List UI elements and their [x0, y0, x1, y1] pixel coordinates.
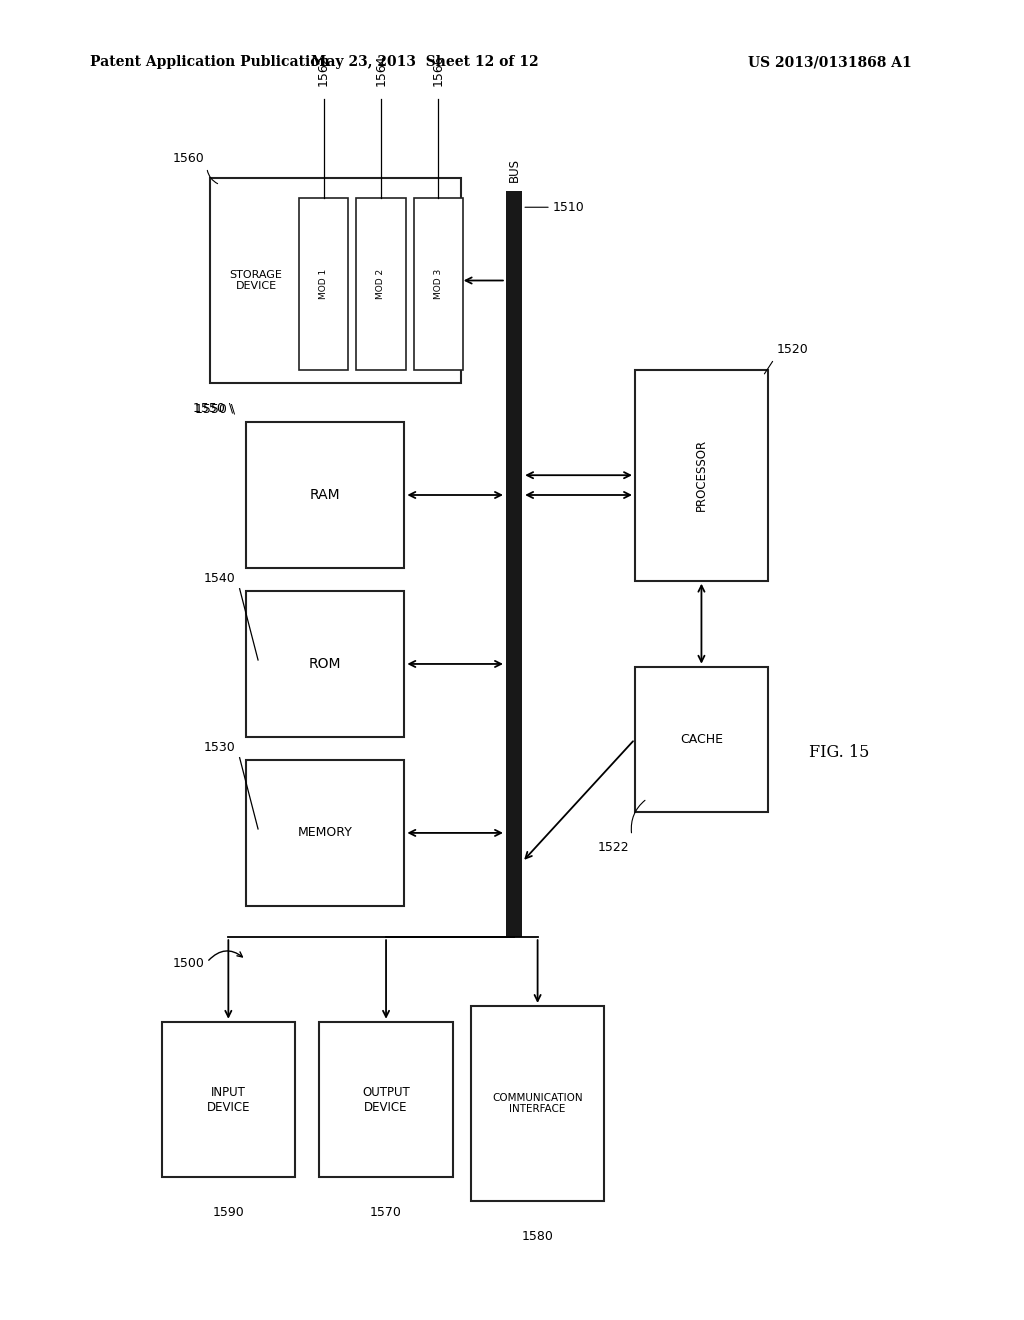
Text: 1570: 1570 [370, 1206, 402, 1220]
Text: STORAGE
DEVICE: STORAGE DEVICE [229, 269, 283, 292]
Text: 1562: 1562 [317, 54, 330, 86]
Bar [162, 1022, 295, 1177]
Text: US 2013/0131868 A1: US 2013/0131868 A1 [748, 55, 911, 70]
Text: OUTPUT
DEVICE: OUTPUT DEVICE [362, 1085, 410, 1114]
Text: ROM: ROM [309, 657, 341, 671]
Text: 1510: 1510 [553, 201, 585, 214]
Text: 1564: 1564 [375, 54, 387, 86]
Text: 1590: 1590 [212, 1206, 245, 1220]
Text: MOD 1: MOD 1 [319, 269, 328, 298]
Text: 1560: 1560 [173, 152, 205, 165]
Bar [635, 370, 768, 581]
Text: 1550 \: 1550 \ [194, 401, 233, 414]
Text: 1550 \: 1550 \ [196, 403, 236, 416]
Bar [299, 198, 348, 370]
Text: MEMORY: MEMORY [298, 826, 352, 840]
Text: 1500: 1500 [173, 957, 205, 970]
Text: PROCESSOR: PROCESSOR [695, 440, 708, 511]
Text: BUS: BUS [508, 158, 520, 182]
Text: Patent Application Publication: Patent Application Publication [90, 55, 330, 70]
Text: INPUT
DEVICE: INPUT DEVICE [207, 1085, 250, 1114]
Text: CACHE: CACHE [680, 733, 723, 746]
Bar [506, 191, 522, 937]
Bar [471, 1006, 604, 1201]
Text: 1520: 1520 [776, 343, 808, 356]
Text: 1522: 1522 [598, 841, 630, 854]
Text: MOD 2: MOD 2 [377, 269, 385, 298]
Text: 1566: 1566 [432, 54, 444, 86]
Bar [246, 760, 404, 906]
Text: MOD 3: MOD 3 [434, 269, 442, 298]
Text: RAM: RAM [310, 488, 340, 502]
Bar [319, 1022, 453, 1177]
Bar [414, 198, 463, 370]
Text: May 23, 2013  Sheet 12 of 12: May 23, 2013 Sheet 12 of 12 [311, 55, 539, 70]
Text: 1530: 1530 [204, 741, 236, 754]
Text: 1540: 1540 [204, 572, 236, 585]
Text: COMMUNICATION
INTERFACE: COMMUNICATION INTERFACE [493, 1093, 583, 1114]
Bar [246, 422, 404, 568]
Bar [210, 178, 461, 383]
Text: FIG. 15: FIG. 15 [810, 744, 869, 760]
Bar [246, 591, 404, 737]
Text: 1580: 1580 [521, 1230, 554, 1243]
Bar [635, 667, 768, 812]
Bar [356, 198, 406, 370]
